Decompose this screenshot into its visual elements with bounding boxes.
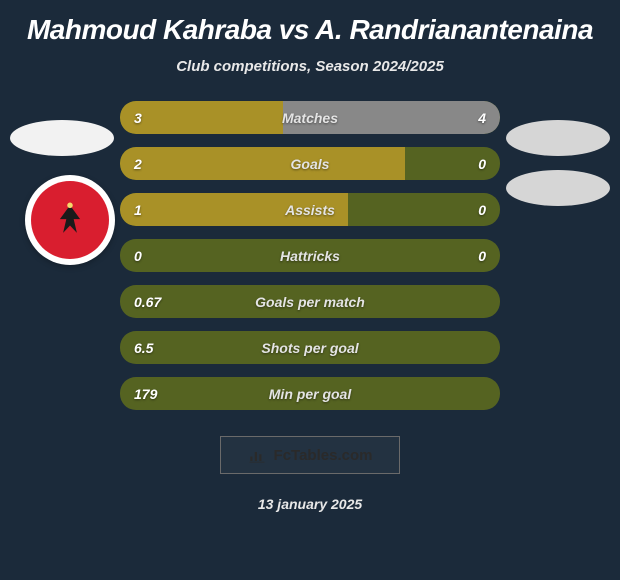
date-label: 13 january 2025: [0, 496, 620, 512]
stat-value-right: 0: [478, 202, 486, 218]
page-title: Mahmoud Kahraba vs A. Randrianantenaina: [0, 14, 620, 46]
stat-row: 1 0 Assists: [120, 193, 500, 226]
stat-value-left: 179: [134, 386, 157, 402]
club-logo-inner: [31, 181, 109, 259]
stat-label: Goals: [291, 156, 330, 172]
stat-bar-left: [120, 101, 283, 134]
stat-row: 3 4 Matches: [120, 101, 500, 134]
stat-value-left: 1: [134, 202, 142, 218]
stat-label: Hattricks: [280, 248, 340, 264]
stat-value-left: 0.67: [134, 294, 161, 310]
brand-badge[interactable]: FcTables.com: [220, 436, 400, 474]
player2-badge-placeholder-1: [506, 120, 610, 156]
stat-bars: 3 4 Matches 2 0 Goals 1 0 Assists 0 0 Hattricks 0.67…: [120, 101, 500, 410]
stat-label: Matches: [282, 110, 338, 126]
stat-row: 6.5 Shots per goal: [120, 331, 500, 364]
player2-badge-placeholder-2: [506, 170, 610, 206]
subtitle: Club competitions, Season 2024/2025: [0, 58, 620, 75]
stat-label: Shots per goal: [261, 340, 358, 356]
stat-label: Assists: [285, 202, 335, 218]
stat-value-left: 3: [134, 110, 142, 126]
brand-label: FcTables.com: [274, 447, 373, 464]
chart-icon: [248, 446, 266, 464]
stat-value-right: 4: [478, 110, 486, 126]
stat-value-right: 0: [478, 156, 486, 172]
stat-row: 0.67 Goals per match: [120, 285, 500, 318]
player1-badge-placeholder: [10, 120, 114, 156]
stat-label: Goals per match: [255, 294, 365, 310]
comparison-card: Mahmoud Kahraba vs A. Randrianantenaina …: [0, 0, 620, 580]
stat-value-left: 2: [134, 156, 142, 172]
stat-row: 179 Min per goal: [120, 377, 500, 410]
eagle-icon: [47, 197, 93, 243]
club-logo: [25, 175, 115, 265]
stat-label: Min per goal: [269, 386, 351, 402]
stat-bar-left: [120, 147, 405, 180]
stat-value-left: 0: [134, 248, 142, 264]
stat-row: 0 0 Hattricks: [120, 239, 500, 272]
stat-value-right: 0: [478, 248, 486, 264]
stat-value-left: 6.5: [134, 340, 153, 356]
stat-row: 2 0 Goals: [120, 147, 500, 180]
